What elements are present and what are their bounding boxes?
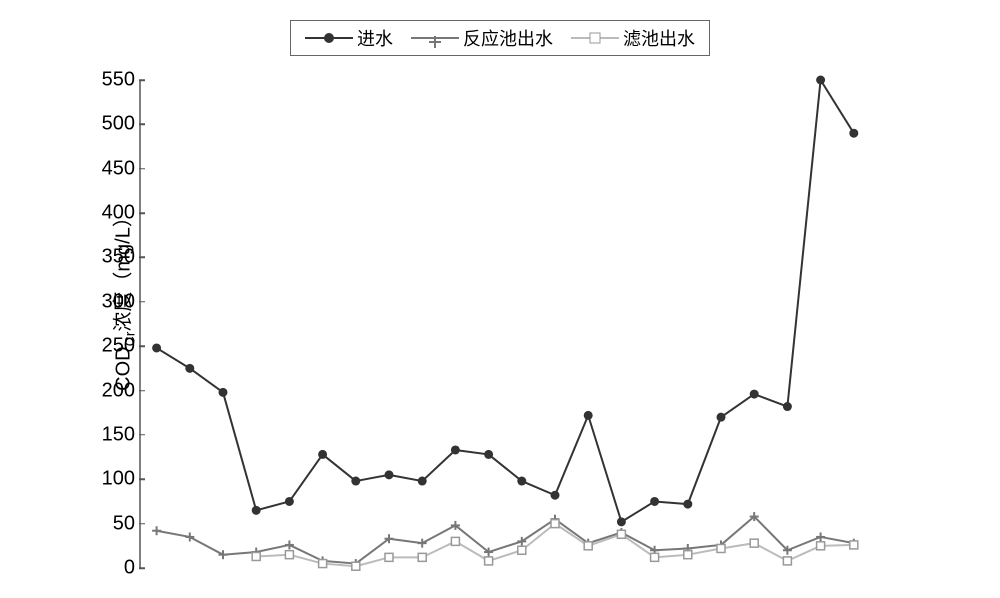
legend-label: 滤池出水	[623, 25, 695, 51]
plot-area	[140, 80, 970, 568]
plot-svg	[140, 80, 970, 568]
y-tick-label: 550	[102, 69, 135, 92]
data-point	[518, 546, 526, 554]
data-point	[850, 541, 858, 549]
legend: 进水 反应池出水 滤池出水	[290, 20, 710, 56]
data-point	[750, 539, 758, 547]
data-point	[219, 388, 227, 396]
series-line	[157, 80, 854, 522]
data-point	[817, 542, 825, 550]
data-point	[551, 491, 559, 499]
chart-container: 进水 反应池出水 滤池出水 CODCr浓度（mg/L） 050100150200…	[20, 20, 980, 578]
data-point	[584, 542, 592, 550]
data-point	[783, 557, 791, 565]
data-point	[352, 562, 360, 570]
data-point	[186, 364, 194, 372]
data-point	[252, 552, 260, 560]
y-tick-label: 500	[102, 113, 135, 136]
data-point	[817, 76, 825, 84]
data-point	[717, 413, 725, 421]
data-point	[617, 518, 625, 526]
y-tick-label: 100	[102, 468, 135, 491]
data-point	[750, 390, 758, 398]
y-tick-label: 450	[102, 157, 135, 180]
data-point	[584, 411, 592, 419]
legend-label: 进水	[357, 25, 393, 51]
data-point	[485, 557, 493, 565]
data-point	[850, 129, 858, 137]
y-tick-label: 200	[102, 379, 135, 402]
data-point	[451, 537, 459, 545]
data-point	[451, 446, 459, 454]
legend-label: 反应池出水	[463, 25, 553, 51]
legend-item-reactor: 反应池出水	[411, 25, 553, 51]
data-point	[551, 520, 559, 528]
data-point	[651, 553, 659, 561]
data-point	[684, 551, 692, 559]
y-tick-label: 350	[102, 246, 135, 269]
data-point	[651, 497, 659, 505]
data-point	[352, 477, 360, 485]
data-point	[185, 532, 194, 541]
data-point	[684, 500, 692, 508]
y-tick-label: 400	[102, 202, 135, 225]
data-point	[319, 450, 327, 458]
legend-icon-plus	[411, 30, 459, 46]
legend-item-influent: 进水	[305, 25, 393, 51]
y-tick-label: 50	[113, 512, 135, 535]
data-point	[518, 477, 526, 485]
legend-item-filter: 滤池出水	[571, 25, 695, 51]
data-point	[219, 550, 228, 559]
data-point	[485, 450, 493, 458]
data-point	[385, 553, 393, 561]
data-point	[816, 532, 825, 541]
y-tick-label: 0	[124, 557, 135, 580]
data-point	[717, 544, 725, 552]
legend-icon-open-square	[571, 30, 619, 46]
data-point	[252, 506, 260, 514]
data-point	[418, 477, 426, 485]
data-point	[285, 497, 293, 505]
y-tick-label: 250	[102, 335, 135, 358]
y-tick-label: 150	[102, 423, 135, 446]
data-point	[152, 526, 161, 535]
data-point	[783, 403, 791, 411]
data-point	[617, 530, 625, 538]
data-point	[153, 344, 161, 352]
data-point	[285, 540, 294, 549]
y-tick-label: 300	[102, 290, 135, 313]
data-point	[285, 551, 293, 559]
data-point	[418, 539, 427, 548]
legend-icon-filled-circle	[305, 30, 353, 46]
series-line	[256, 524, 854, 567]
data-point	[418, 553, 426, 561]
data-point	[385, 471, 393, 479]
data-point	[319, 560, 327, 568]
